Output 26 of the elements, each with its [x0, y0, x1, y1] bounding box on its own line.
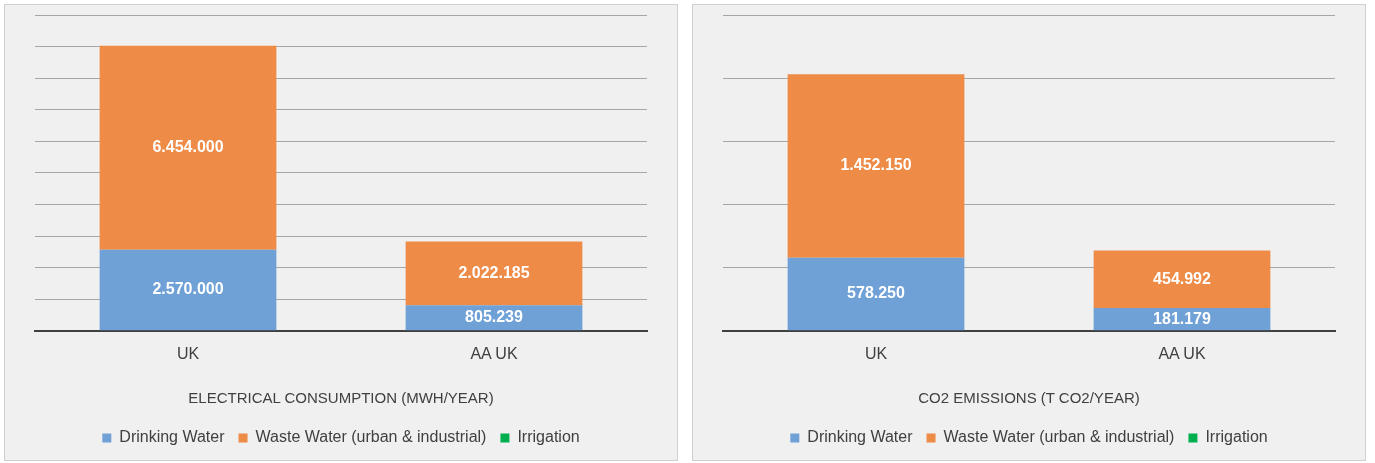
- bar: [99, 249, 277, 331]
- bar: [1093, 250, 1271, 308]
- data-label: 2.570.000: [152, 280, 224, 298]
- bar: [99, 45, 277, 250]
- data-label: 6.454.000: [152, 138, 224, 156]
- data-label: 578.250: [847, 284, 906, 302]
- legend-label: Drinking Water: [807, 428, 914, 446]
- legend-label: Irrigation: [517, 428, 580, 446]
- x-tick-label: UK: [176, 344, 200, 362]
- data-label: 454.992: [1153, 269, 1212, 287]
- bar: [787, 257, 965, 331]
- x-tick-label: AA UK: [470, 344, 518, 362]
- data-label: 181.179: [1153, 309, 1212, 327]
- legend-label: Waste Water (urban & industrial): [255, 428, 487, 446]
- data-label: 1.452.150: [840, 156, 912, 174]
- legend-label: Drinking Water: [119, 428, 226, 446]
- x-axis-title: CO2 EMISSIONS (T CO2/YEAR): [918, 389, 1140, 407]
- x-tick-label: AA UK: [1158, 344, 1206, 362]
- legend-label: Waste Water (urban & industrial): [943, 428, 1175, 446]
- x-tick-label: UK: [864, 344, 888, 362]
- data-label: 805.239: [465, 308, 524, 326]
- bar: [787, 74, 965, 258]
- bar: [405, 241, 583, 306]
- legend-label: Irrigation: [1205, 428, 1268, 446]
- data-label: 2.022.185: [458, 263, 530, 281]
- x-axis-title: ELECTRICAL CONSUMPTION (MWH/YEAR): [188, 389, 494, 407]
